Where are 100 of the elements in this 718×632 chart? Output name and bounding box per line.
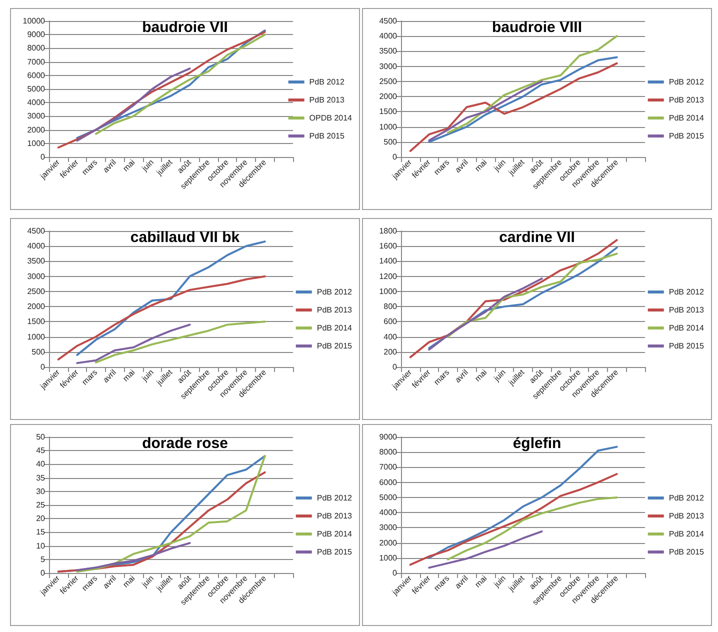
y-tick-label: 4000 [27, 242, 46, 251]
legend-label: PdB 2013 [668, 306, 705, 314]
y-tick-label: 400 [384, 332, 398, 342]
y-tick-label: 1800 [379, 226, 398, 236]
legend-label: PdB 2013 [668, 512, 705, 520]
y-tick-label: 9000 [379, 432, 398, 442]
y-tick-label: 500 [384, 137, 398, 146]
line-series [76, 240, 266, 356]
legend-label: PdB 2012 [316, 288, 353, 296]
x-tick-label: avril [101, 574, 118, 591]
line-series [57, 275, 266, 360]
y-tick-label: 0 [40, 568, 46, 578]
line-series [446, 252, 618, 338]
y-tick-label: 3500 [27, 256, 46, 266]
y-tick-label: 4500 [379, 16, 398, 26]
y-tick-label: 8000 [379, 448, 398, 457]
y-tick-label: 1400 [379, 256, 398, 266]
y-tick-label: 3000 [379, 523, 398, 532]
y-tick-label: 6000 [27, 70, 46, 80]
x-tick-label: juin [492, 574, 508, 590]
line-series [428, 80, 543, 142]
line-series [76, 324, 191, 364]
y-tick-label: 200 [384, 347, 398, 356]
legend-label: PdB 2015 [309, 132, 345, 140]
y-tick-label: 3000 [379, 62, 398, 71]
x-tick-label: avril [453, 158, 470, 175]
x-tick-label: avril [101, 158, 118, 175]
y-tick-label: 5000 [27, 84, 46, 94]
y-tick-label: 500 [32, 347, 46, 356]
legend-label: PdB 2013 [316, 512, 353, 520]
y-tick-label: 3500 [379, 46, 398, 56]
y-tick-label: 30 [36, 486, 46, 496]
x-tick-label: juin [140, 368, 156, 384]
y-tick-label: 2000 [27, 302, 46, 312]
y-tick-label: 4500 [27, 226, 46, 236]
legend-label: PdB 2013 [309, 96, 345, 104]
y-tick-label: 0 [40, 362, 46, 372]
y-tick-label: 50 [36, 432, 46, 442]
y-tick-label: 10000 [22, 16, 46, 26]
y-tick-label: 20 [36, 514, 46, 524]
y-tick-label: 1000 [379, 553, 398, 562]
y-tick-label: 1500 [379, 107, 398, 116]
y-tick-label: 8000 [27, 44, 46, 53]
line-series [428, 278, 543, 351]
legend-label: PdB 2014 [316, 324, 353, 332]
y-tick-label: 0 [392, 568, 398, 578]
y-tick-label: 5000 [379, 492, 398, 502]
legend-label: PdB 2012 [668, 288, 705, 296]
y-tick-label: 6000 [379, 478, 398, 487]
legend-label: PdB 2012 [668, 78, 705, 86]
legend-label: PdB 2015 [668, 342, 705, 350]
x-tick-label: mai [473, 368, 489, 384]
y-tick-label: 10 [36, 541, 46, 550]
y-tick-label: 45 [36, 446, 46, 456]
x-tick-label: mai [473, 574, 489, 590]
y-tick-label: 1000 [27, 138, 46, 148]
y-tick-label: 1000 [379, 122, 398, 132]
y-tick-label: 2000 [27, 125, 46, 134]
chart-title: dorade rose [142, 435, 228, 452]
line-series [409, 62, 618, 152]
chart-title: cabillaud VII bk [130, 229, 240, 246]
legend-label: PdB 2014 [316, 530, 353, 538]
x-tick-label: juin [140, 158, 156, 174]
x-tick-label: avril [453, 368, 470, 385]
line-series [94, 34, 266, 135]
y-tick-label: 40 [36, 460, 46, 469]
legend-label: PdB 2015 [668, 132, 705, 140]
y-tick-label: 4000 [379, 508, 398, 518]
y-tick-label: 3000 [27, 112, 46, 121]
legend-label: PdB 2015 [316, 342, 353, 350]
chart-title: cardine VII [499, 229, 575, 246]
y-tick-label: 5 [40, 554, 46, 564]
y-tick-label: 600 [384, 317, 398, 326]
y-tick-label: 9000 [27, 30, 46, 40]
y-tick-label: 1000 [27, 332, 46, 342]
y-tick-label: 2000 [379, 92, 398, 102]
line-series [76, 542, 191, 572]
line-series [428, 530, 543, 569]
line-series [409, 473, 618, 566]
y-tick-label: 1200 [379, 272, 398, 281]
chart-title: baudroie VII [142, 19, 228, 36]
y-tick-label: 15 [36, 528, 46, 537]
chart-title: églefin [512, 435, 562, 452]
x-tick-label: juin [140, 574, 156, 590]
y-tick-label: 7000 [379, 462, 398, 472]
y-tick-label: 4000 [27, 98, 46, 108]
line-series [446, 35, 618, 134]
line-series [446, 496, 618, 560]
legend-label: PdB 2012 [309, 78, 345, 86]
legend-label: PdB 2015 [668, 548, 705, 556]
x-tick-label: mai [121, 574, 137, 590]
y-tick-label: 0 [392, 362, 398, 372]
x-tick-label: avril [101, 368, 118, 385]
y-tick-label: 3000 [27, 272, 46, 281]
y-tick-label: 2000 [379, 538, 398, 548]
line-series [76, 68, 191, 142]
legend-label: PdB 2014 [668, 530, 705, 538]
y-tick-label: 1000 [379, 286, 398, 296]
legend-label: PdB 2015 [316, 548, 353, 556]
legend-label: PdB 2013 [316, 306, 353, 314]
